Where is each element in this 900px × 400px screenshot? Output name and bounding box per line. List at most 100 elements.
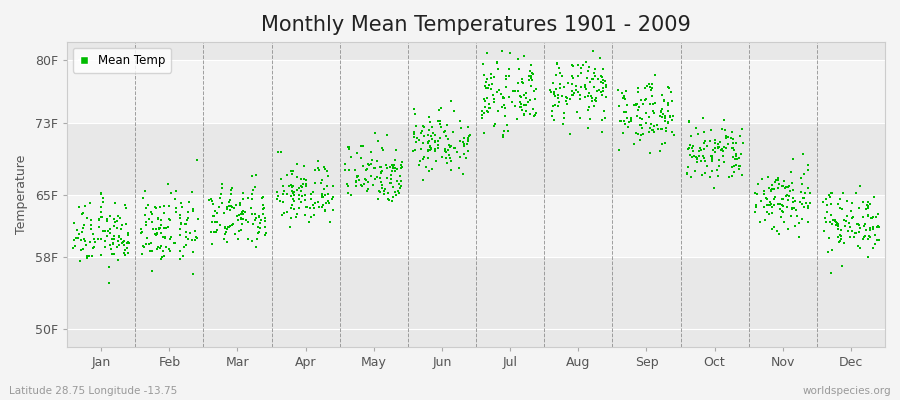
Point <box>859 233 873 239</box>
Point <box>117 238 131 245</box>
Point <box>225 184 239 191</box>
Point <box>393 162 408 168</box>
Point <box>587 103 601 109</box>
Point <box>631 107 645 114</box>
Point <box>106 241 121 247</box>
Point <box>274 212 289 218</box>
Point <box>155 254 169 260</box>
Point <box>843 224 858 230</box>
Point <box>140 205 154 211</box>
Point <box>166 240 181 246</box>
Point <box>75 229 89 236</box>
Point <box>368 130 382 136</box>
Point <box>662 113 677 120</box>
Point <box>112 234 126 240</box>
Point <box>220 239 235 245</box>
Point <box>771 201 786 207</box>
Point <box>258 229 273 236</box>
Point <box>797 170 812 177</box>
Point <box>299 183 313 189</box>
Point <box>705 155 719 161</box>
Point <box>760 202 775 208</box>
Point <box>270 196 284 202</box>
Point <box>342 144 356 150</box>
Point <box>348 179 363 185</box>
Point <box>860 206 874 212</box>
Point <box>543 87 557 93</box>
Title: Monthly Mean Temperatures 1901 - 2009: Monthly Mean Temperatures 1901 - 2009 <box>261 15 691 35</box>
Point <box>121 239 135 246</box>
Point <box>694 158 708 164</box>
Point <box>597 108 611 114</box>
Point <box>477 96 491 102</box>
Point <box>565 75 580 81</box>
Point <box>796 204 811 210</box>
Point <box>104 250 119 257</box>
Point <box>202 197 216 204</box>
Point <box>821 249 835 255</box>
Point <box>232 228 247 234</box>
Point <box>417 133 431 139</box>
Point <box>366 182 381 188</box>
Point <box>294 176 309 182</box>
Point <box>705 168 719 174</box>
Point <box>108 199 122 206</box>
Point <box>734 151 749 157</box>
Point <box>177 221 192 227</box>
Point <box>842 228 856 235</box>
Point <box>356 163 370 170</box>
Point <box>207 213 221 220</box>
Point <box>835 190 850 196</box>
Point <box>376 188 391 194</box>
Point <box>642 113 656 120</box>
Point <box>439 149 454 156</box>
Point <box>164 190 178 196</box>
Point <box>280 171 294 178</box>
Point <box>557 110 572 116</box>
Point <box>153 222 167 228</box>
Point <box>618 88 633 94</box>
Point <box>589 95 603 101</box>
Point <box>785 206 799 212</box>
Point <box>554 85 568 91</box>
Point <box>700 143 715 149</box>
Point <box>289 214 303 220</box>
Point <box>715 126 729 133</box>
Point <box>461 135 475 141</box>
Point <box>491 66 506 72</box>
Point <box>595 116 609 123</box>
Point <box>783 188 797 194</box>
Point <box>222 199 237 205</box>
Point <box>595 92 609 98</box>
Point <box>290 210 304 217</box>
Point <box>212 204 226 211</box>
Point <box>506 88 520 94</box>
Point <box>824 212 839 218</box>
Point <box>370 174 384 180</box>
Point <box>508 87 523 94</box>
Point <box>872 236 886 243</box>
Point <box>657 97 671 104</box>
Point <box>546 91 561 97</box>
Point <box>173 225 187 232</box>
Point <box>106 222 121 229</box>
Point <box>729 156 743 162</box>
Point <box>760 196 774 202</box>
Point <box>496 95 510 101</box>
Point <box>103 242 117 248</box>
Point <box>560 95 574 101</box>
Point <box>252 213 266 219</box>
Point <box>496 134 510 140</box>
Point <box>801 205 815 211</box>
Point <box>795 188 809 195</box>
Point <box>658 118 672 125</box>
Point <box>614 118 628 124</box>
Point <box>680 146 695 152</box>
Point <box>477 110 491 116</box>
Point <box>502 66 517 72</box>
Point <box>110 244 124 250</box>
Point <box>354 182 368 188</box>
Point <box>689 156 704 163</box>
Point <box>453 118 467 124</box>
Point <box>229 230 243 237</box>
